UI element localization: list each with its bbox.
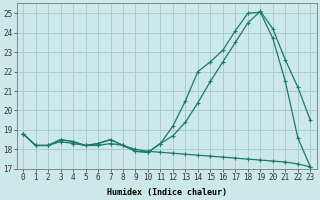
X-axis label: Humidex (Indice chaleur): Humidex (Indice chaleur): [107, 188, 227, 197]
